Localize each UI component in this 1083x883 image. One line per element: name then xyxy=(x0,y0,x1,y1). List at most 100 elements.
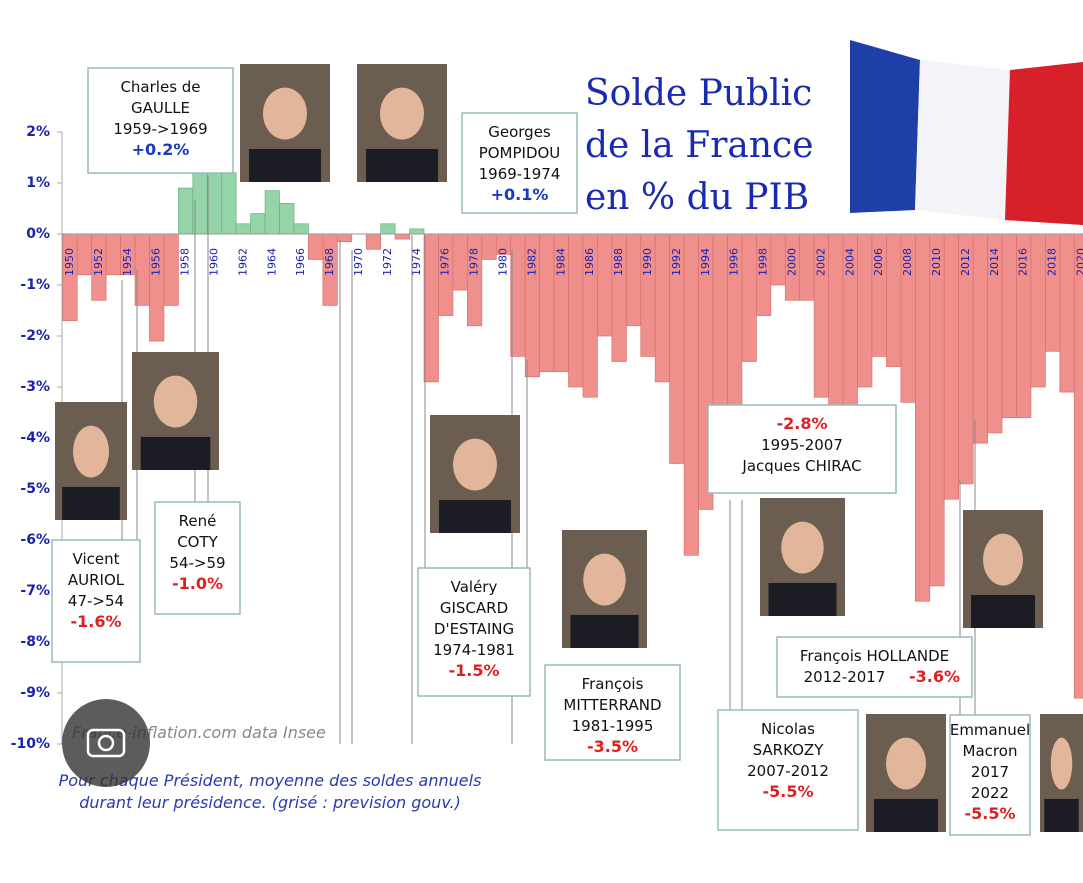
president-box xyxy=(87,67,234,174)
x-tick-label: 1950 xyxy=(63,248,76,276)
president-label: POMPIDOU xyxy=(479,144,561,162)
portrait xyxy=(357,64,447,182)
x-tick-label: 2008 xyxy=(901,248,914,276)
president-label: 1959->1969 xyxy=(113,120,207,138)
x-tick-label: 2000 xyxy=(786,248,799,276)
bar xyxy=(365,233,382,250)
president-box xyxy=(51,539,141,663)
president-balance: -3.6% xyxy=(909,667,960,686)
president-label: Vicent xyxy=(73,550,120,568)
x-tick-label: 1976 xyxy=(439,248,452,276)
x-tick-label: 1978 xyxy=(468,248,481,276)
camera-icon xyxy=(62,699,150,787)
x-tick-label: 1968 xyxy=(323,248,336,276)
y-tick-label: -7% xyxy=(20,583,50,599)
president-box xyxy=(154,501,241,615)
president-label: 1981-1995 xyxy=(572,717,654,735)
portrait-face xyxy=(886,737,926,790)
x-tick-label: 1954 xyxy=(121,248,134,276)
bar xyxy=(452,233,468,291)
president-label: 47->54 xyxy=(68,592,124,610)
bar xyxy=(206,172,223,235)
president-label: 1974-1981 xyxy=(433,641,515,659)
bar xyxy=(235,223,251,235)
portrait xyxy=(562,530,647,648)
president-label: SARKOZY xyxy=(753,741,825,759)
y-tick-label: -6% xyxy=(20,532,50,548)
portrait xyxy=(760,498,845,616)
president-balance: -2.8% xyxy=(776,414,827,433)
x-tick-label: 1982 xyxy=(525,248,538,276)
president-label: François xyxy=(582,675,644,693)
y-tick-label: 1% xyxy=(26,175,50,191)
bar xyxy=(943,233,960,500)
bar xyxy=(1001,233,1017,418)
portrait-face xyxy=(1050,737,1073,790)
x-tick-label: 2014 xyxy=(988,248,1001,276)
president-label: Nicolas xyxy=(761,720,815,738)
bar xyxy=(741,233,757,362)
x-tick-label: 1990 xyxy=(641,248,654,276)
president-label: 1969-1974 xyxy=(479,165,561,183)
portrait-face xyxy=(983,533,1023,586)
president-box xyxy=(707,404,897,494)
x-tick-label: 2002 xyxy=(814,248,827,276)
president-label: 1995-2007 xyxy=(761,436,843,454)
president-label: 2012-2017 xyxy=(804,668,886,686)
portrait-suit xyxy=(62,486,120,520)
bar xyxy=(62,233,78,322)
portrait xyxy=(55,402,127,520)
x-tick-label: 1986 xyxy=(583,248,596,276)
president-label: 2022 xyxy=(971,784,1009,802)
x-tick-label: 1958 xyxy=(179,248,192,276)
president-label: 2017 xyxy=(971,763,1009,781)
x-tick-label: 1964 xyxy=(265,248,278,276)
x-tick-label: 1994 xyxy=(699,248,712,276)
portrait-face xyxy=(380,87,424,140)
bar xyxy=(1030,233,1046,388)
bar xyxy=(163,233,179,306)
bar xyxy=(539,233,555,373)
president-box xyxy=(717,709,859,831)
portrait-suit xyxy=(140,436,211,470)
x-tick-label: 2018 xyxy=(1046,248,1059,276)
x-tick-label: 1984 xyxy=(554,248,567,276)
x-tick-label: 1998 xyxy=(757,248,770,276)
x-tick-label: 2012 xyxy=(959,248,972,276)
bar xyxy=(409,228,425,235)
x-tick-label: 1988 xyxy=(612,248,625,276)
president-label: GISCARD xyxy=(440,599,508,617)
x-tick-label: 1972 xyxy=(381,248,394,276)
bar xyxy=(770,233,786,286)
portrait-suit xyxy=(439,499,511,533)
president-box xyxy=(461,112,578,214)
y-tick-label: -3% xyxy=(20,379,50,395)
footnote: durant leur présidence. (grisé : previsi… xyxy=(79,793,461,812)
x-tick-label: 1952 xyxy=(92,248,105,276)
president-label: Charles de xyxy=(120,78,200,96)
president-box xyxy=(544,664,681,761)
president-label: Jacques CHIRAC xyxy=(741,457,861,475)
y-tick-label: -10% xyxy=(11,736,50,752)
y-tick-label: -8% xyxy=(20,634,50,650)
president-box xyxy=(949,714,1031,836)
president-balance: -5.5% xyxy=(762,782,813,801)
x-tick-label: 1970 xyxy=(352,248,365,276)
bar xyxy=(467,233,483,327)
president-box xyxy=(417,567,531,697)
x-tick-label: 1980 xyxy=(497,248,510,276)
x-tick-label: 1996 xyxy=(728,248,741,276)
y-tick-label: 2% xyxy=(26,124,50,140)
bar xyxy=(1073,233,1083,699)
bar xyxy=(886,233,902,367)
x-tick-label: 2006 xyxy=(872,248,885,276)
president-label: 54->59 xyxy=(169,554,225,572)
x-tick-label: 1966 xyxy=(294,248,307,276)
portrait-face xyxy=(263,87,307,140)
footnote: Pour chaque Président, moyenne des solde… xyxy=(59,771,482,790)
x-tick-label: 2010 xyxy=(930,248,943,276)
portrait-face xyxy=(453,438,497,491)
x-tick-label: 2016 xyxy=(1017,248,1030,276)
president-label: Emmanuel xyxy=(950,721,1030,739)
